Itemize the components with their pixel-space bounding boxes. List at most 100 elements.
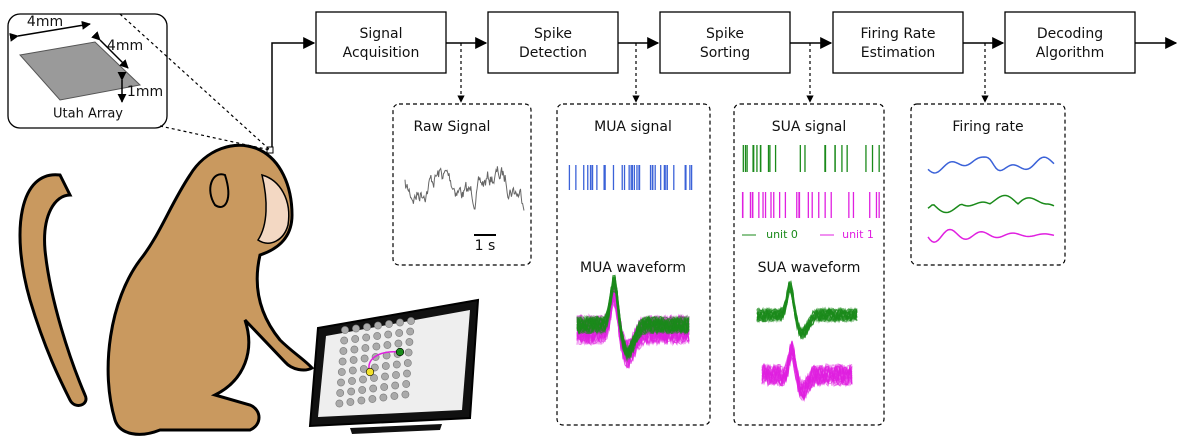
dim-label: 4mm [27, 14, 63, 30]
pipeline-label: Firing Rate [861, 26, 936, 42]
target [337, 378, 345, 387]
panel [392, 103, 532, 266]
pipeline-label: Sorting [700, 45, 750, 61]
cursor [365, 367, 375, 377]
target [384, 330, 393, 339]
pipeline-label: Acquisition [343, 45, 420, 61]
target [357, 396, 366, 405]
pipeline-box [832, 11, 964, 74]
panel-title: Raw Signal [414, 119, 491, 135]
legend-label: unit 0 [766, 228, 798, 241]
target [372, 342, 381, 351]
flow-arrow [271, 37, 316, 147]
target [358, 386, 367, 394]
target [337, 368, 346, 376]
target [380, 383, 389, 391]
target-active [395, 347, 405, 357]
target [373, 332, 382, 340]
panel-title: MUA signal [594, 119, 672, 135]
target [381, 372, 389, 381]
dim-arrow [9, 20, 91, 42]
target [403, 369, 411, 378]
target [405, 338, 414, 346]
pipeline-box [315, 11, 447, 74]
pipeline-label: Algorithm [1036, 45, 1105, 61]
target [381, 362, 390, 370]
target [404, 348, 413, 357]
dim-arrow [91, 31, 129, 69]
target [403, 359, 412, 367]
pipeline-box [487, 11, 619, 74]
panel-title: SUA signal [772, 119, 847, 135]
rate-trace [927, 156, 1055, 174]
pipeline-label: Detection [519, 45, 587, 61]
target [390, 392, 399, 400]
target [396, 318, 404, 327]
scale-label: 1 s [475, 238, 496, 254]
target [349, 356, 358, 364]
panel-title: MUA waveform [580, 260, 686, 276]
rate-trace [927, 228, 1055, 243]
target [370, 374, 378, 382]
target [346, 398, 355, 406]
target [394, 339, 403, 348]
target [360, 354, 369, 363]
waveform [576, 275, 690, 358]
target [392, 360, 401, 369]
monkey [18, 143, 315, 436]
panel-title: Firing rate [952, 119, 1023, 135]
target [335, 399, 344, 408]
rate-trace [927, 194, 1055, 214]
panel [733, 103, 885, 426]
target [351, 335, 360, 343]
pipeline-label: Signal [359, 26, 402, 42]
leader [159, 125, 271, 151]
inset-caption: Utah Array [53, 107, 123, 122]
target [361, 344, 370, 352]
target [347, 387, 356, 396]
pipeline-box [1004, 11, 1136, 74]
waveform [576, 275, 690, 356]
legend-label: unit 1 [842, 228, 874, 241]
pipeline-label: Spike [534, 26, 572, 42]
waveform [576, 277, 690, 358]
leader [119, 13, 271, 151]
target [348, 366, 357, 375]
target [341, 326, 349, 334]
target [359, 375, 367, 384]
target [336, 389, 345, 397]
target [374, 321, 382, 330]
target [383, 341, 392, 349]
waveform [756, 289, 858, 338]
target [402, 380, 411, 388]
target [362, 333, 371, 342]
target [350, 345, 359, 354]
target [363, 323, 371, 331]
target [379, 393, 388, 402]
panel [556, 103, 711, 426]
target [395, 329, 404, 337]
pipeline-label: Decoding [1037, 26, 1103, 42]
target [406, 327, 415, 336]
target [385, 320, 393, 328]
target [369, 384, 378, 393]
waveform [761, 349, 853, 398]
target [352, 324, 360, 333]
target [348, 377, 356, 385]
target [391, 381, 400, 390]
target [401, 390, 410, 399]
raw-trace [404, 166, 525, 211]
target [339, 347, 348, 355]
pipeline-label: Estimation [861, 45, 936, 61]
dim-label: 1mm [127, 84, 163, 100]
waveform [756, 281, 858, 340]
target [392, 371, 400, 379]
panel-title: SUA waveform [758, 260, 861, 276]
target [407, 317, 415, 325]
target [368, 395, 377, 403]
target [338, 357, 347, 366]
target-grid [335, 317, 415, 408]
pipeline-box [659, 11, 791, 74]
target [340, 336, 349, 345]
